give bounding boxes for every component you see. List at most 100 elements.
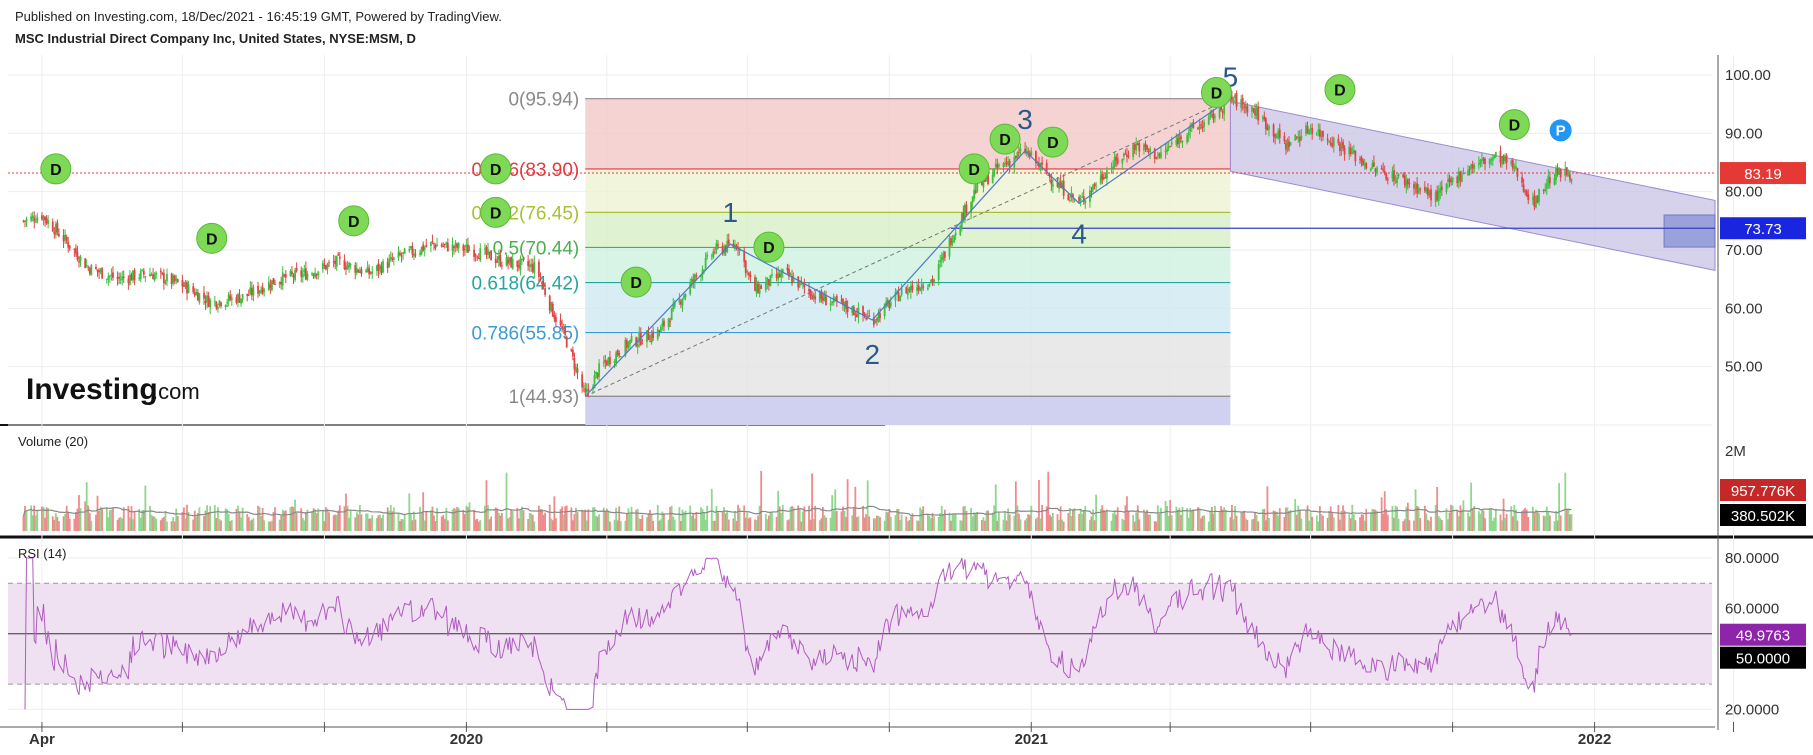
candle-body [650,333,653,343]
candle-body [585,389,588,393]
candle-body [1437,190,1440,201]
volume-bar [173,521,176,531]
volume-bar [1221,509,1224,531]
candle-body [1380,167,1383,169]
candle-body [940,257,943,262]
volume-bar [706,505,709,531]
volume-bar [937,516,940,531]
volume-bar [638,518,641,531]
volume-bar [409,513,412,531]
candle-body [272,278,275,285]
candle-body [247,294,250,296]
dividend-badge-label: D [999,132,1011,149]
candle-body [411,245,414,255]
volume-bar [1160,507,1162,531]
volume-bar [1176,509,1179,531]
candle-body [1122,153,1125,157]
candle-body [909,285,912,292]
volume-bar [1156,505,1159,531]
candle-body [1127,155,1130,157]
volume-bar [1214,505,1216,531]
volume-bar [1220,506,1223,531]
candle-body [355,267,358,273]
candle-body [1047,174,1050,176]
volume-bar [1138,519,1141,531]
volume-bar [132,519,134,531]
volume-bar [78,495,80,531]
volume-bar [1419,518,1422,531]
logo-suffix: .com [152,379,200,404]
volume-bar [76,508,79,531]
volume-bar [1014,481,1017,531]
candle-body [1079,198,1082,201]
volume-bar [479,520,482,531]
rsi-last-tag [1720,623,1806,646]
volume-bar [108,509,111,531]
time-tick-label: 2022 [1578,731,1611,748]
candle-body [1263,116,1266,120]
volume-bar [139,517,142,531]
candle-body [854,314,857,316]
candle-body [809,290,812,296]
candle-body [976,182,979,192]
volume-bar [121,518,124,531]
volume-bar [872,518,875,531]
dividend-badge [753,231,785,263]
candle-body [198,293,201,303]
volume-bar [1030,505,1033,531]
candle-body [987,173,989,184]
wave-label: 1 [723,197,739,228]
volume-bar [485,480,488,531]
volume-bar [531,514,534,531]
dividend-badge-label: D [1509,118,1521,135]
trend-channel[interactable] [8,100,1716,272]
event-badges[interactable]: D D D D D D D D D D D D D P [40,74,1572,298]
volume-bar [258,506,261,531]
candle-body [886,300,889,303]
candle-body [354,265,357,273]
volume-bar [1007,508,1010,531]
candle-body [899,295,901,302]
volume-bar [386,507,389,531]
volume-bar [323,521,326,531]
candle-body [920,284,923,290]
volume-bar [1363,520,1366,531]
volume-bar [62,516,65,531]
volume-bar [1124,505,1127,531]
candle-body [1362,160,1365,166]
candle-body [1516,168,1519,177]
dividend-badge-label: D [1334,83,1346,100]
volume-bar [1180,515,1182,531]
volume-bar [1471,509,1474,531]
volume-bar [389,504,392,531]
volume-tick-label: 2M [1725,443,1746,460]
fibonacci-retracement[interactable]: 0(95.94)0.236(83.90)0.382(76.45)0.5(70.4… [471,90,1231,425]
candle-body [440,244,443,247]
candle-body [129,274,131,285]
candle-body [764,282,767,291]
candle-body [176,279,179,282]
candle-body [1467,170,1469,176]
candle-body [453,246,455,249]
candle-body [138,277,141,279]
candle-body [522,257,525,261]
volume-bar [1058,519,1060,531]
volume-bar [1170,515,1173,531]
fib-level-label: 1(44.93) [508,387,579,408]
candle-body [1408,182,1411,184]
candle-body [473,249,476,257]
level-tag-text: 73.73 [1744,221,1782,238]
volume-bar [85,482,88,531]
volume-bar [357,514,360,531]
candle-body [681,299,684,306]
volume-bar [1051,512,1054,531]
candle-body [996,164,999,168]
volume-bar [1056,514,1059,531]
candle-body [1278,129,1281,139]
volume-bar [994,484,997,531]
candle-body [317,271,320,276]
volume-bar [42,507,45,531]
volume-bar [700,507,702,531]
